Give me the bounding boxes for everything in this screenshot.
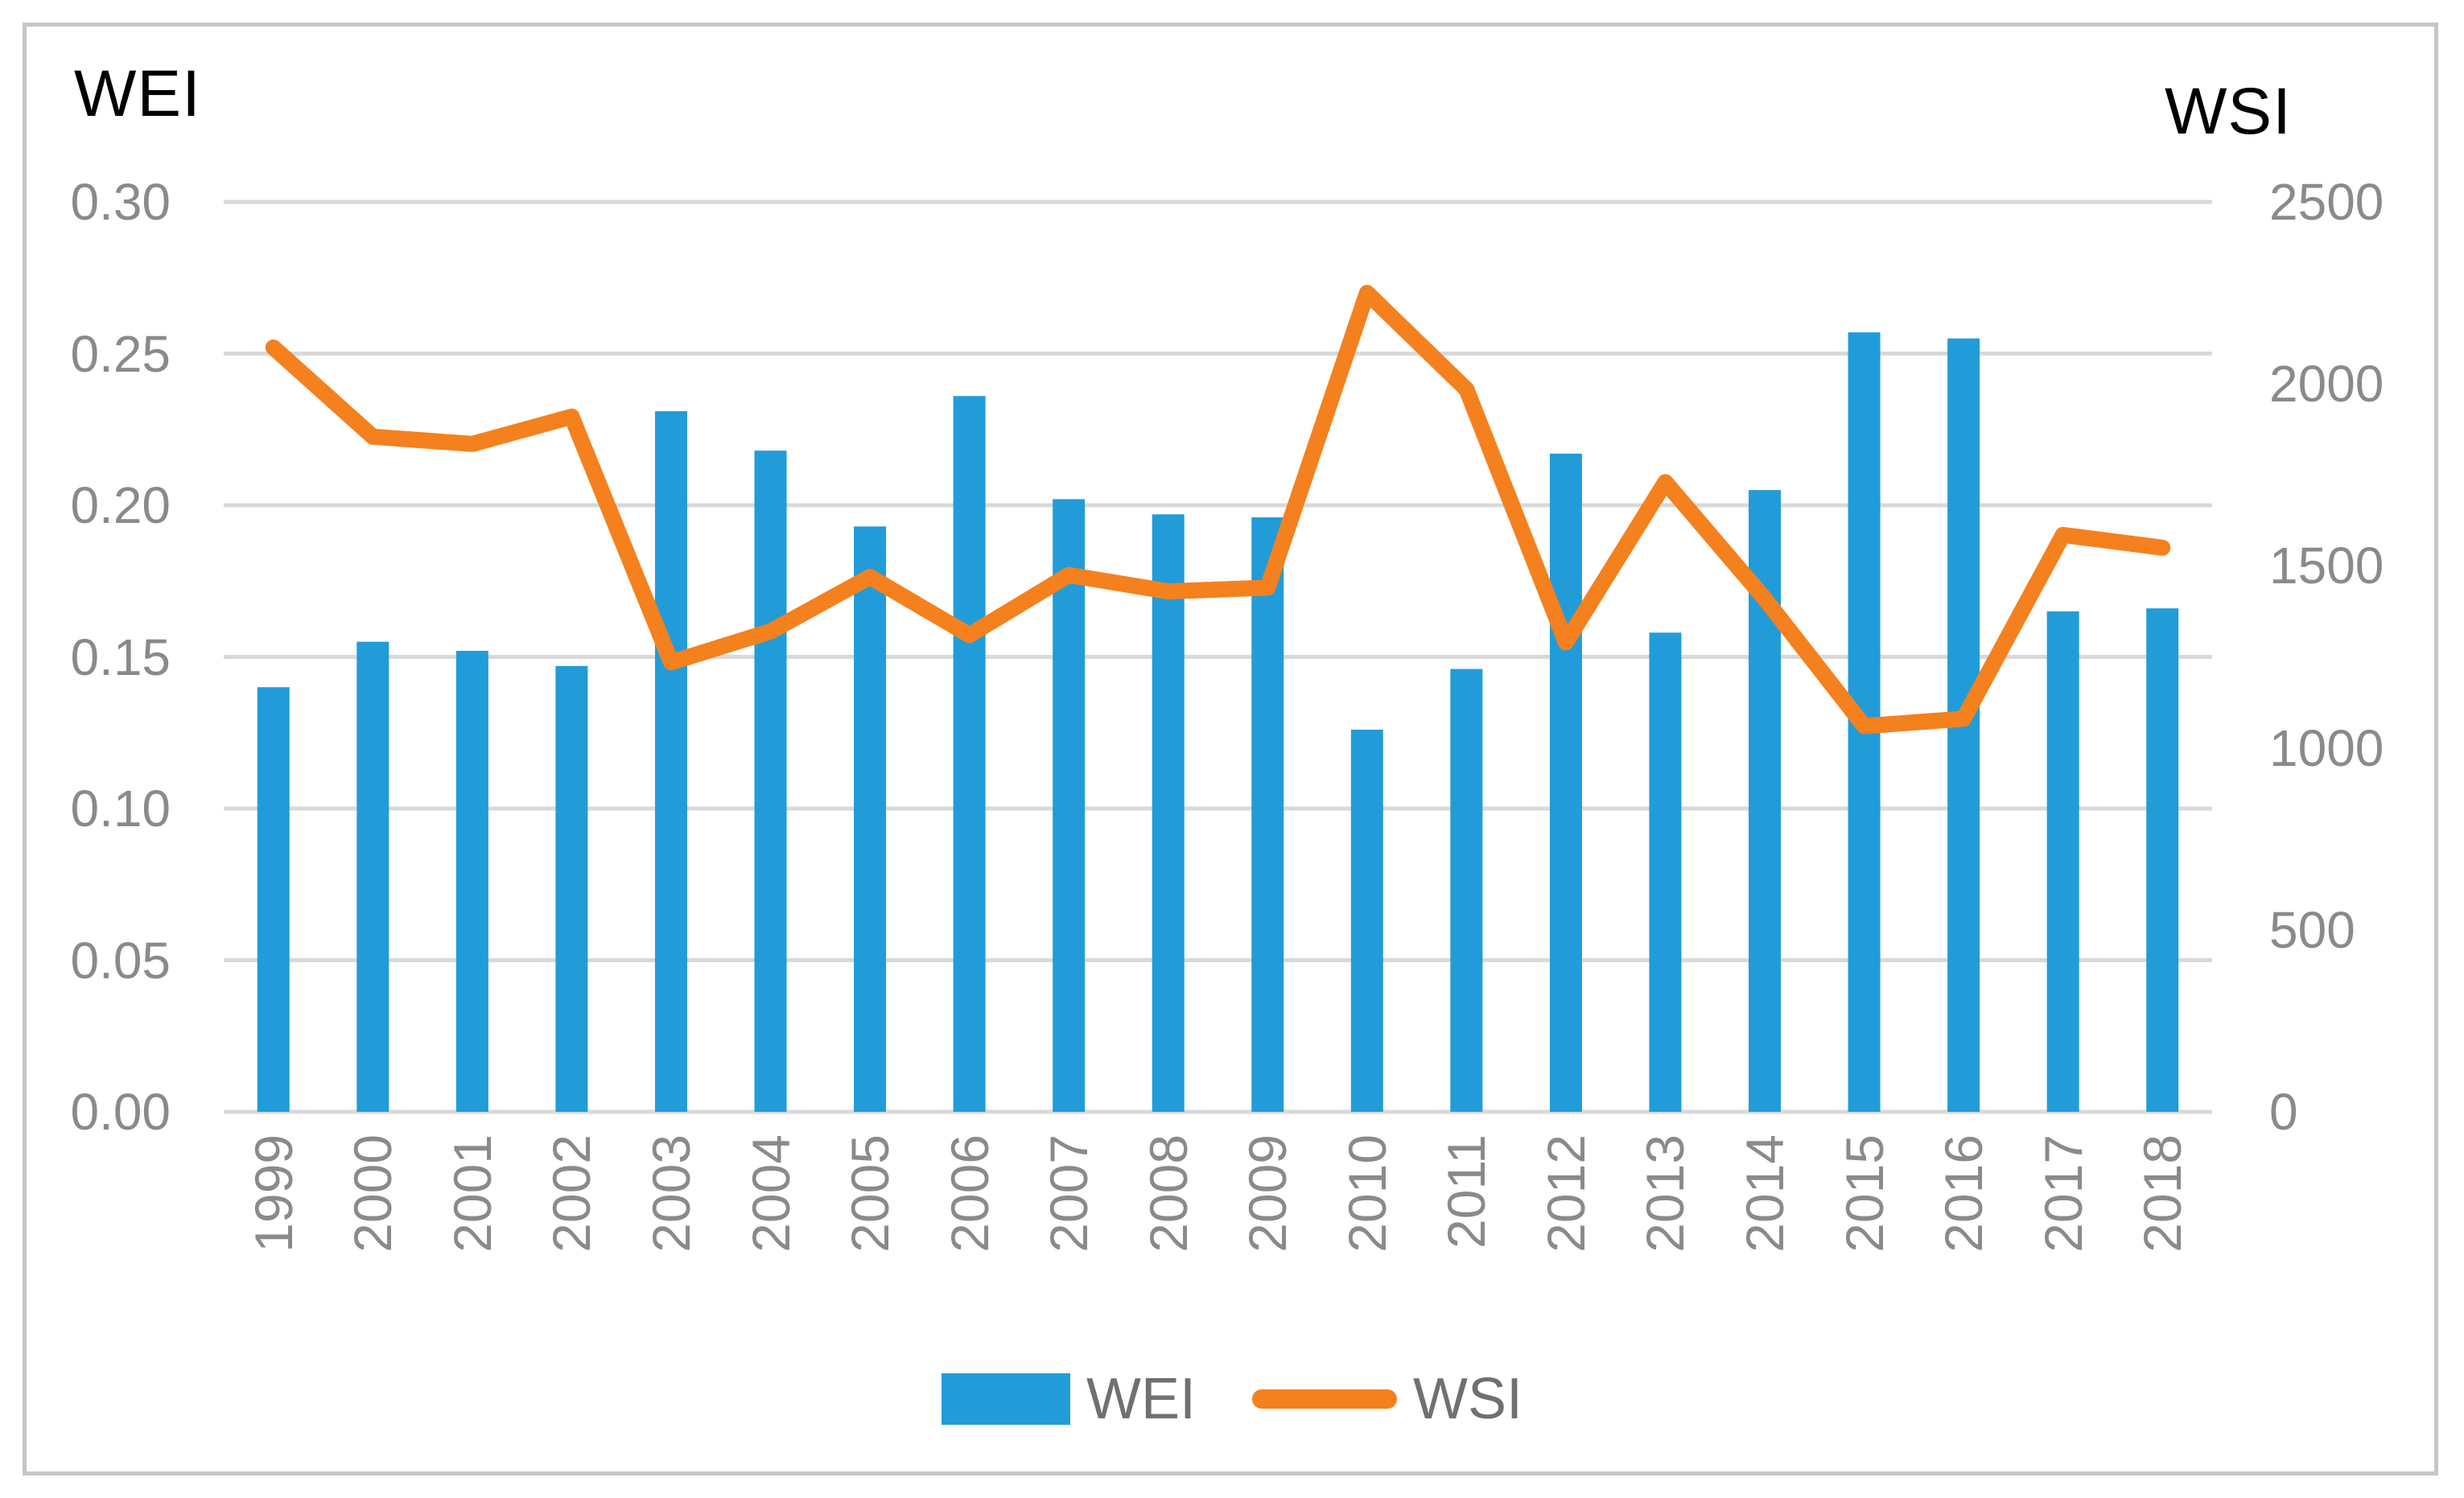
legend: WEI WSI <box>0 1363 2464 1435</box>
left-tick-0.20: 0.20 <box>70 476 171 534</box>
bar-2012 <box>1549 453 1582 1112</box>
bar-2013 <box>1649 632 1682 1112</box>
left-tick-0.10: 0.10 <box>70 780 171 837</box>
bar-2004 <box>754 451 787 1112</box>
x-label-2007: 2007 <box>1039 1134 1099 1253</box>
x-label-2015: 2015 <box>1834 1134 1894 1253</box>
right-axis-title: WSI <box>2165 75 2292 148</box>
left-tick-0.05: 0.05 <box>70 931 171 990</box>
x-label-2001: 2001 <box>442 1134 502 1253</box>
x-label-1999: 1999 <box>243 1134 303 1253</box>
x-label-2013: 2013 <box>1635 1134 1696 1253</box>
x-label-2011: 2011 <box>1436 1134 1497 1249</box>
x-label-2008: 2008 <box>1138 1134 1198 1253</box>
legend-wsi-label: WSI <box>1413 1367 1522 1431</box>
x-label-2003: 2003 <box>641 1134 701 1253</box>
bar-2007 <box>1053 499 1086 1112</box>
x-label-2005: 2005 <box>840 1134 900 1253</box>
bar-2009 <box>1251 517 1284 1112</box>
x-label-2018: 2018 <box>2132 1134 2193 1253</box>
legend-wei-label: WEI <box>1086 1367 1196 1431</box>
bar-2011 <box>1450 669 1483 1112</box>
bar-2001 <box>455 650 488 1112</box>
x-label-2002: 2002 <box>542 1134 602 1253</box>
left-tick-0.30: 0.30 <box>70 173 171 231</box>
x-label-2004: 2004 <box>740 1134 801 1253</box>
wsi-line <box>265 285 2171 735</box>
bar-2008 <box>1152 514 1185 1112</box>
legend-wsi-line-swatch <box>1252 1389 1397 1409</box>
x-label-2014: 2014 <box>1735 1134 1795 1253</box>
left-tick-0.15: 0.15 <box>70 628 171 686</box>
chart-frame-border <box>23 23 2438 1475</box>
x-label-2012: 2012 <box>1535 1134 1596 1253</box>
right-tick-500: 500 <box>2269 900 2355 959</box>
bar-2003 <box>654 411 687 1112</box>
right-tick-0: 0 <box>2269 1083 2298 1141</box>
x-label-2000: 2000 <box>343 1134 403 1253</box>
left-axis-title: WEI <box>74 57 201 130</box>
right-tick-2000: 2000 <box>2269 355 2384 414</box>
x-label-2009: 2009 <box>1238 1134 1298 1253</box>
legend-wei-bar-swatch <box>942 1373 1071 1425</box>
bar-2017 <box>2046 611 2079 1112</box>
bar-2018 <box>2146 608 2179 1112</box>
bar-2000 <box>356 641 389 1112</box>
x-label-2016: 2016 <box>1934 1134 1994 1253</box>
right-tick-2500: 2500 <box>2269 173 2384 231</box>
bar-2002 <box>555 665 588 1112</box>
left-tick-0.00: 0.00 <box>70 1083 171 1141</box>
bar-2006 <box>953 396 986 1112</box>
right-tick-1500: 1500 <box>2269 537 2384 595</box>
left-tick-0.25: 0.25 <box>70 324 171 383</box>
bar-1999 <box>257 687 290 1112</box>
x-label-2017: 2017 <box>2033 1134 2093 1253</box>
x-label-2006: 2006 <box>939 1134 999 1253</box>
bar-2005 <box>854 526 887 1112</box>
x-label-2010: 2010 <box>1337 1134 1397 1253</box>
right-tick-1000: 1000 <box>2269 718 2384 777</box>
bar-2010 <box>1350 729 1383 1112</box>
